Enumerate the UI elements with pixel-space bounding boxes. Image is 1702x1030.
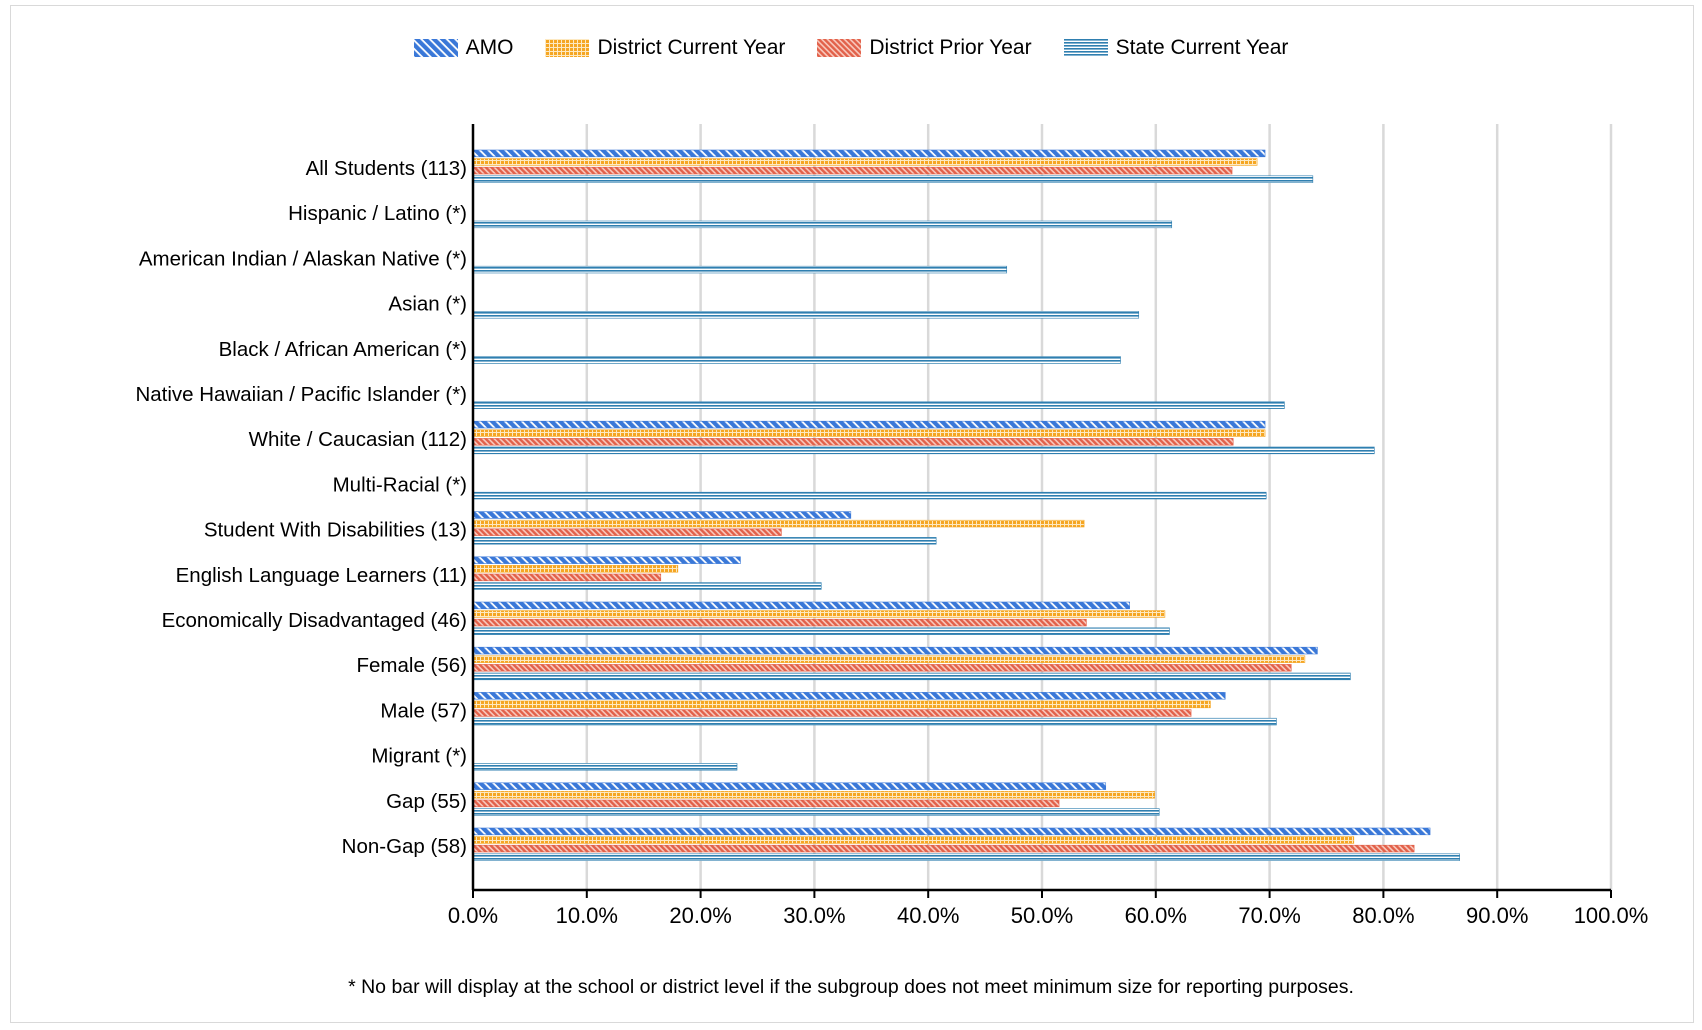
x-tick-label: 20.0% — [669, 903, 731, 928]
category-labels: All Students (113) Hispanic / Latino (*) A… — [135, 157, 467, 858]
category-label: Native Hawaiian / Pacific Islander (*) — [135, 383, 467, 406]
bar — [472, 220, 1173, 229]
legend-item: District Prior Year — [817, 36, 1032, 60]
legend-item: State Current Year — [1063, 36, 1289, 60]
category-label: Non-Gap (58) — [342, 835, 467, 858]
bar — [472, 166, 1233, 175]
bar — [472, 844, 1415, 853]
bar — [472, 356, 1121, 364]
category-label: Student With Disabilities (13) — [204, 519, 467, 542]
bar — [472, 655, 1306, 663]
bar — [472, 836, 1355, 844]
axes — [471, 124, 1611, 892]
category-label: All Students (113) — [306, 157, 467, 180]
bar — [472, 692, 1226, 700]
legend-swatch — [413, 39, 458, 57]
bar — [472, 149, 1266, 158]
x-tick-labels: 0.0% 10.0% 20.0% 30.0% 40.0% 50.0% 60.0% 70.0% 8… — [448, 903, 1648, 928]
x-tick-label: 0.0% — [448, 903, 498, 928]
x-tick-label: 70.0% — [1238, 903, 1300, 928]
bar — [472, 438, 1234, 446]
bar — [472, 491, 1267, 500]
bar — [472, 627, 1170, 635]
bar — [472, 763, 738, 771]
bar — [472, 158, 1258, 166]
footnote: * No bar will display at the school or d… — [348, 976, 1354, 998]
legend-item: District Current Year — [545, 36, 785, 60]
category-label: English Language Learners (11) — [176, 564, 467, 587]
bar — [472, 827, 1431, 836]
category-label: Asian (*) — [388, 293, 467, 316]
bar — [472, 265, 1008, 274]
bar — [472, 519, 1085, 528]
bar — [472, 853, 1460, 861]
category-label: Gap (55) — [386, 790, 467, 813]
bar — [472, 556, 741, 564]
bar — [472, 782, 1107, 790]
bar — [472, 601, 1130, 610]
bar — [472, 799, 1060, 808]
bar — [472, 537, 937, 545]
bar — [472, 311, 1140, 319]
gridlines — [472, 124, 1613, 898]
x-tick-label: 50.0% — [1011, 903, 1073, 928]
bar — [472, 175, 1314, 183]
bar — [472, 672, 1351, 681]
legend-label: State Current Year — [1115, 36, 1289, 59]
legend: AMO District Current Year District Prior Y… — [0, 36, 1702, 60]
bar — [472, 528, 782, 536]
bars — [472, 149, 1460, 861]
bar — [472, 618, 1087, 627]
legend-label: District Prior Year — [869, 36, 1032, 59]
x-tick-label: 100.0% — [1574, 903, 1649, 928]
legend-label: AMO — [465, 36, 514, 59]
bar — [472, 429, 1266, 437]
category-label: Multi-Racial (*) — [333, 473, 467, 496]
legend-swatch — [1063, 39, 1108, 57]
legend-swatch — [817, 39, 862, 57]
x-tick-label: 90.0% — [1466, 903, 1528, 928]
bar — [472, 646, 1318, 655]
bar — [472, 717, 1277, 726]
x-tick-label: 40.0% — [897, 903, 959, 928]
x-tick-label: 60.0% — [1125, 903, 1187, 928]
bar — [472, 791, 1155, 799]
category-label: Economically Disadvantaged (46) — [162, 609, 467, 632]
bar — [472, 420, 1266, 429]
bar — [472, 610, 1166, 618]
category-label: White / Caucasian (112) — [249, 428, 467, 451]
category-label: Migrant (*) — [371, 745, 467, 768]
legend-label: District Current Year — [597, 36, 786, 59]
bar — [472, 511, 852, 519]
x-tick-label: 10.0% — [556, 903, 618, 928]
x-tick-label: 30.0% — [783, 903, 845, 928]
bar — [472, 446, 1375, 455]
bar — [472, 664, 1292, 672]
bar — [472, 700, 1211, 709]
bar — [472, 573, 662, 582]
category-label: Black / African American (*) — [219, 338, 467, 361]
category-label: Male (57) — [380, 699, 467, 722]
x-tick-label: 80.0% — [1352, 903, 1414, 928]
bar — [472, 401, 1285, 409]
bar — [472, 709, 1192, 717]
category-label: American Indian / Alaskan Native (*) — [139, 247, 467, 270]
chart-frame — [10, 5, 1694, 1023]
legend-swatch — [545, 39, 590, 57]
bar — [472, 808, 1160, 816]
legend-item: AMO — [413, 36, 514, 60]
bar — [472, 582, 822, 590]
bar — [472, 565, 679, 573]
category-label: Hispanic / Latino (*) — [288, 202, 467, 225]
category-label: Female (56) — [356, 654, 467, 677]
